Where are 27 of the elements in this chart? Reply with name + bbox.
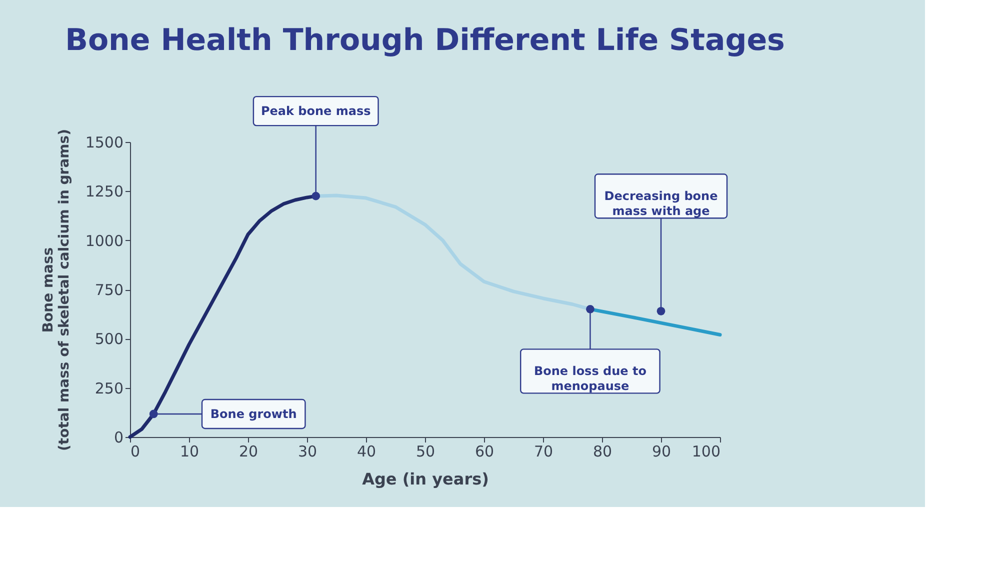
annotation: Bone growth — [210, 406, 297, 421]
y-tick-label: 1250 — [85, 182, 124, 201]
annotation: Decreasing bone mass with age — [604, 189, 718, 218]
x-tick-label: 50 — [416, 442, 436, 460]
x-tick-label: 40 — [356, 442, 376, 460]
y-axis-title: Bone mass (total mass of skeletal calcium in grams) — [40, 129, 72, 451]
x-tick-label: 0 — [130, 442, 140, 460]
x-axis-title: Age (in years) — [362, 470, 489, 488]
y-tick-label: 250 — [94, 379, 124, 398]
y-tick-label: 0 — [114, 428, 124, 446]
x-tick-label: 100 — [692, 442, 720, 460]
x-tick-label: 60 — [474, 442, 494, 460]
x-tick-label: 10 — [180, 442, 200, 460]
x-tick-label: 30 — [298, 442, 318, 460]
x-tick-label: 20 — [238, 442, 258, 460]
y-tick-label: 500 — [94, 330, 124, 348]
x-tick-label: 70 — [534, 442, 554, 460]
y-tick-label: 750 — [94, 281, 124, 299]
x-tick-label: 90 — [652, 442, 672, 460]
annotation: Bone loss due to menopause — [534, 364, 646, 394]
point — [312, 192, 320, 200]
point — [149, 410, 158, 418]
annotation: Peak bone mass — [260, 104, 371, 118]
y-tick-label: 1000 — [85, 232, 124, 250]
x-tick-label: 80 — [592, 442, 612, 460]
y-tick-label: 1500 — [85, 134, 124, 152]
chart-title: Bone Health Through Different Life Stages — [65, 22, 785, 58]
